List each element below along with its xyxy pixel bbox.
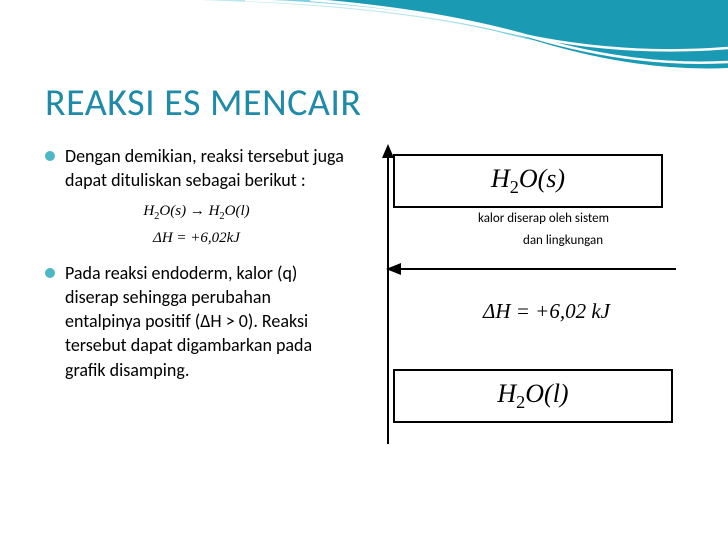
caption-line-2: dan lingkungan	[523, 233, 603, 248]
bullet-text-2: Pada reaksi endoderm, kalor (q) diserap …	[65, 261, 348, 382]
bullet-item-2: Pada reaksi endoderm, kalor (q) diserap …	[45, 261, 348, 382]
reaction-formula: H2O(s) → H2O(l) ΔH = +6,02kJ	[45, 203, 348, 247]
enthalpy-diagram: H2O(s) kalor diserap oleh sistem dan lin…	[368, 144, 698, 484]
diagram-column: H2O(s) kalor diserap oleh sistem dan lin…	[368, 144, 698, 484]
bullet-text-1: Dengan demikian, reaksi tersebut juga da…	[65, 144, 348, 193]
horizontal-arrow	[386, 259, 676, 279]
state-box-solid: H2O(s)	[393, 154, 663, 208]
bullet-icon	[45, 268, 55, 278]
bullet-icon	[45, 151, 55, 161]
slide-title: REAKSI ES MENCAIR	[45, 80, 698, 126]
delta-h-formula: ΔH = +6,02kJ	[45, 230, 348, 247]
state-box-liquid: H2O(l)	[393, 369, 673, 423]
caption-line-1: kalor diserap oleh sistem	[478, 211, 609, 226]
delta-h-value: ΔH = +6,02 kJ	[483, 299, 610, 324]
bullet-item-1: Dengan demikian, reaksi tersebut juga da…	[45, 144, 348, 193]
text-column: Dengan demikian, reaksi tersebut juga da…	[45, 144, 348, 484]
